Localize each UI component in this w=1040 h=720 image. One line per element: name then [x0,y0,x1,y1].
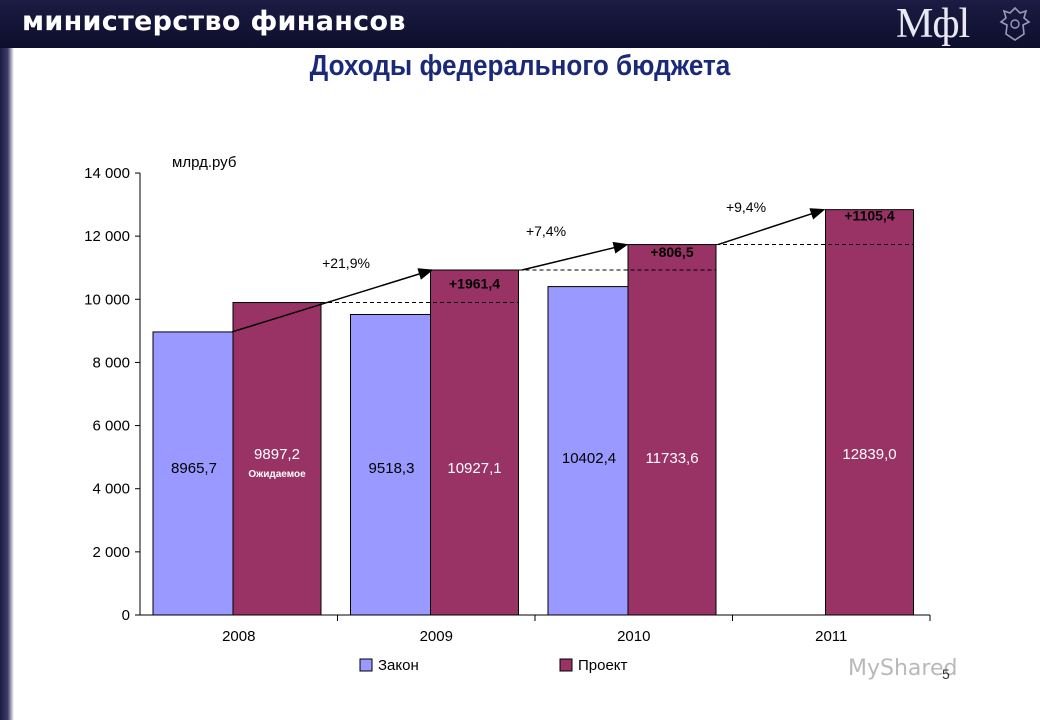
x-tick-label: 2011 [815,628,847,645]
increment-label: +1105,4 [844,208,894,224]
page-number: 5 [942,666,950,682]
x-tick-label: 2009 [420,628,453,645]
y-tick-label: 0 [122,607,130,624]
growth-arrow [231,268,434,333]
data-label-proekt: 9897,2 [254,446,300,463]
bar-zakon-2009 [350,313,433,616]
bar-proekt-2009 [430,269,519,616]
y-tick-label: 12 000 [84,228,130,245]
expected-note: Ожидаемое [248,469,306,480]
legend-proekt-swatch [559,658,573,672]
bar-zakon-2008 [152,331,236,616]
watermark: MyShared [848,656,958,681]
data-label-zakon: 8965,7 [171,460,217,477]
growth-label: +9,4% [726,199,766,215]
legend-proekt-label: Проект [578,657,628,674]
logo-text: Мфl [896,1,970,47]
data-label-proekt: 12839,0 [842,446,896,463]
y-tick-label: 6 000 [92,418,130,435]
left-edge-decoration [0,48,14,720]
growth-arrow [521,241,629,271]
increment-label: +806,5 [650,244,693,260]
growth-arrow [717,208,826,246]
y-tick-label: 10 000 [84,291,130,308]
y-tick-label: 4 000 [92,481,130,498]
data-label-proekt: 10927,1 [447,460,501,477]
bar-proekt-2011 [825,209,914,616]
increment-label: +1961,4 [449,276,500,292]
header-bar: министерство финансов Мфl [0,0,1040,48]
growth-label: +21,9% [322,255,370,271]
data-label-proekt: 11733,6 [645,450,698,467]
data-label-zakon: 10402,4 [562,450,616,467]
bar-proekt-2010 [627,244,717,616]
bar-proekt-2008 [232,302,322,616]
y-tick-label: 2 000 [92,544,130,561]
data-label-zakon: 9518,3 [369,460,415,477]
ministry-name: министерство финансов [22,6,406,37]
page-title: Доходы федерального бюджета [309,50,731,82]
x-tick-label: 2008 [222,628,255,645]
growth-label: +7,4% [526,223,566,239]
y-unit-label: млрд.руб [172,154,236,171]
y-tick-label: 8 000 [92,354,130,371]
legend-zakon-label: Закон [378,657,419,674]
coat-of-arms-icon [999,6,1031,41]
legend-zakon-swatch [359,658,373,672]
ministry-logo: Мфl [896,0,1036,48]
x-tick-label: 2010 [617,628,650,645]
bar-zakon-2010 [547,286,631,616]
y-tick-label: 14 000 [84,165,130,182]
